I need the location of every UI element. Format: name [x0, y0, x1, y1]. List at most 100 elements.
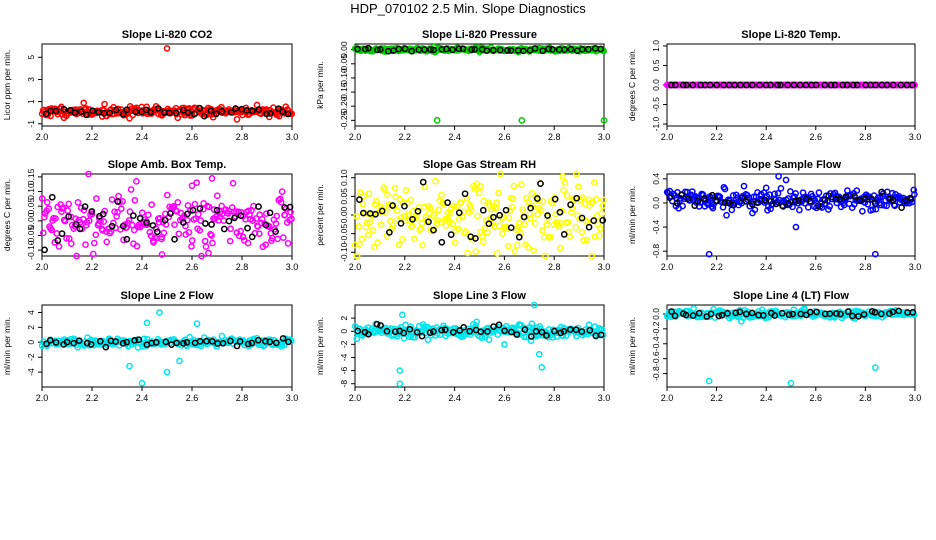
- data-point: [564, 218, 572, 226]
- data-point: [127, 186, 135, 193]
- reference-point: [738, 194, 746, 202]
- data-point: [595, 232, 603, 239]
- reference-point: [883, 81, 891, 89]
- data-point: [136, 223, 144, 231]
- data-point: [479, 238, 487, 246]
- reference-point: [520, 47, 527, 55]
- chart-panel: Slope Li-820 Temp. degrees C per min. 2.0 2…: [627, 29, 921, 142]
- reference-point: [172, 109, 180, 117]
- reference-point: [683, 81, 690, 89]
- data-point: [100, 218, 108, 225]
- reference-point: [479, 206, 487, 214]
- data-point: [418, 219, 426, 227]
- reference-point: [248, 339, 256, 347]
- reference-point: [272, 228, 279, 235]
- reference-point: [414, 207, 422, 215]
- data-point: [543, 221, 551, 229]
- y-tick-label: 0.10: [26, 183, 36, 200]
- reference-point: [832, 195, 840, 203]
- y-tick-label: -1.0: [651, 116, 661, 131]
- data-point: [801, 199, 809, 207]
- y-tick-label: -0.4: [651, 219, 661, 234]
- data-point: [517, 322, 525, 329]
- chart-panel: Slope Line 2 Flow ml/min per min. 2.0 2.2 2.…: [2, 290, 298, 403]
- data-point: [218, 332, 226, 340]
- y-tick-label: -0.8: [651, 366, 661, 381]
- x-tick-label: 3.0: [286, 132, 299, 142]
- x-tick-label: 2.4: [448, 262, 461, 272]
- data-point: [690, 194, 698, 201]
- reference-point: [52, 107, 60, 115]
- data-point: [518, 116, 526, 124]
- reference-point: [152, 339, 160, 346]
- reference-point: [700, 195, 708, 202]
- data-point: [175, 230, 183, 238]
- data-point: [509, 195, 517, 203]
- reference-point: [561, 46, 568, 53]
- data-point: [871, 364, 879, 371]
- reference-point: [401, 45, 409, 53]
- y-tick-label: 0.05: [339, 188, 349, 205]
- data-point: [400, 335, 408, 342]
- data-point: [233, 116, 241, 123]
- y-tick-label: -6: [339, 367, 349, 375]
- reference-point: [586, 326, 594, 334]
- reference-point: [153, 228, 161, 236]
- x-tick-label: 2.4: [136, 132, 149, 142]
- data-point: [366, 218, 374, 226]
- data-point: [462, 228, 470, 235]
- data-point: [89, 250, 97, 258]
- reference-point: [409, 215, 416, 223]
- data-point: [262, 241, 270, 249]
- data-point: [73, 252, 81, 260]
- x-tick-label: 2.2: [710, 132, 723, 142]
- reference-point: [707, 310, 715, 318]
- reference-point: [41, 246, 48, 254]
- data-point: [408, 222, 416, 229]
- data-point: [787, 379, 795, 387]
- reference-point: [839, 81, 847, 89]
- reference-point: [376, 46, 384, 53]
- y-tick-label: -0.6: [651, 351, 661, 366]
- data-point: [815, 189, 823, 196]
- reference-point: [438, 238, 446, 246]
- data-point: [478, 334, 486, 342]
- data-point: [381, 186, 388, 193]
- x-tick-label: 2.8: [236, 393, 249, 403]
- data-point: [801, 305, 808, 312]
- reference-point: [430, 226, 437, 234]
- data-point: [804, 203, 812, 211]
- reference-point: [533, 195, 541, 202]
- reference-point: [425, 218, 432, 226]
- data-point: [85, 170, 92, 178]
- reference-point: [227, 108, 235, 116]
- data-point: [67, 240, 75, 247]
- x-tick-label: 2.6: [186, 262, 199, 272]
- reference-point: [183, 339, 191, 346]
- reference-point: [495, 321, 503, 329]
- data-point: [597, 210, 605, 217]
- reference-point: [748, 309, 756, 317]
- reference-point: [81, 203, 89, 210]
- plot-frame: [354, 304, 605, 388]
- data-point: [393, 207, 401, 215]
- reference-point: [444, 199, 451, 206]
- reference-point: [549, 46, 556, 53]
- reference-point: [354, 327, 362, 335]
- reference-point: [682, 311, 690, 319]
- x-tick-label: 3.0: [286, 262, 299, 272]
- x-tick-label: 2.0: [349, 393, 362, 403]
- data-point: [120, 236, 127, 244]
- data-point: [92, 231, 100, 239]
- data-point: [510, 182, 518, 190]
- reference-point: [779, 203, 787, 210]
- reference-point: [161, 216, 169, 224]
- data-point: [427, 226, 435, 234]
- data-point: [475, 189, 483, 197]
- data-point: [457, 199, 465, 207]
- plot-frame: [354, 43, 605, 127]
- data-point: [699, 191, 707, 199]
- data-point: [188, 237, 196, 244]
- data-point: [244, 239, 252, 247]
